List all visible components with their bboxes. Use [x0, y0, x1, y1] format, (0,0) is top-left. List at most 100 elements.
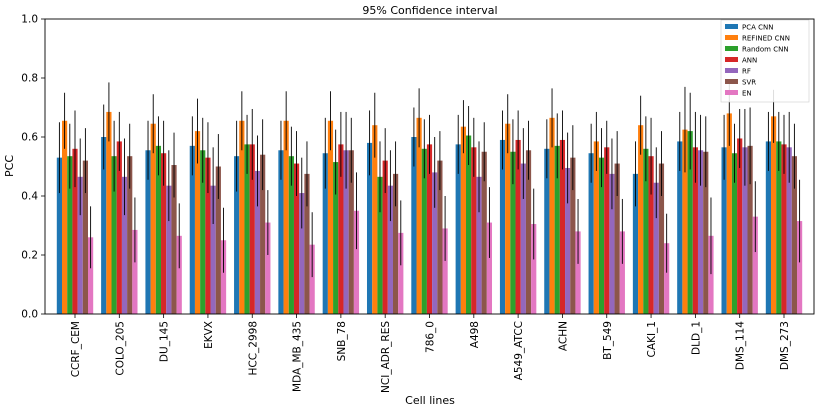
bar — [697, 150, 704, 314]
bar — [155, 145, 162, 314]
legend-label: PCA CNN — [742, 24, 773, 32]
x-tick-label: MDA_MB_435 — [292, 321, 304, 392]
bar — [309, 244, 315, 314]
bar — [619, 231, 625, 314]
bar — [194, 131, 201, 314]
bar — [338, 144, 344, 314]
bar — [570, 157, 576, 314]
bar — [392, 173, 399, 314]
bar — [293, 163, 300, 314]
bar — [200, 150, 206, 314]
bar — [150, 123, 156, 314]
bar — [426, 144, 433, 314]
bar — [387, 185, 393, 314]
bar — [520, 163, 526, 314]
bar — [499, 139, 506, 314]
bar — [82, 160, 88, 314]
bar — [549, 117, 555, 314]
x-tick-label: DLD_1 — [690, 321, 702, 355]
legend-label: RF — [742, 68, 751, 76]
x-tick-label: CAKI_1 — [646, 321, 658, 357]
y-tick-label: 1.0 — [21, 14, 38, 26]
legend-label: EN — [742, 90, 752, 98]
bar — [56, 157, 62, 314]
bar — [708, 235, 714, 314]
y-tick-label: 0.8 — [21, 73, 38, 85]
bar — [515, 139, 521, 314]
bar — [249, 144, 255, 314]
bar — [176, 235, 182, 314]
bar — [609, 173, 615, 314]
bar — [471, 147, 477, 314]
bar — [598, 157, 605, 314]
bar — [215, 166, 221, 314]
y-axis-label: PCC — [3, 155, 16, 177]
bar — [765, 141, 771, 314]
legend-swatch — [725, 57, 738, 62]
x-tick-label: 786_0 — [425, 321, 437, 353]
x-tick-label: NCI_ADR_RES — [380, 321, 392, 393]
bar — [353, 210, 360, 314]
bar — [481, 151, 487, 314]
bar — [411, 137, 417, 314]
bar — [210, 185, 216, 314]
legend-swatch — [725, 24, 738, 29]
bar — [111, 156, 117, 314]
bar — [531, 224, 537, 314]
bar — [62, 120, 68, 315]
plot-area: 0.0 0.2 0.4 0.6 0.8 1.0 CCRF_CEM COLO_205 DU_145… — [21, 14, 803, 393]
bar — [791, 156, 797, 314]
legend: PCA CNN REFINED CNN Random CNN ANN RF SVR EN — [720, 19, 810, 103]
bar — [366, 142, 373, 314]
bar — [638, 125, 644, 314]
legend-swatch — [725, 79, 738, 84]
bar — [372, 125, 378, 314]
bar — [510, 151, 516, 314]
bar — [234, 156, 240, 314]
bar — [588, 153, 594, 314]
bar — [565, 167, 571, 314]
bar — [278, 150, 284, 314]
x-tick-label: DU_145 — [159, 321, 171, 362]
x-tick-label: A498 — [469, 321, 481, 348]
bar — [106, 111, 112, 314]
legend-swatch — [725, 46, 738, 51]
bar — [455, 144, 461, 314]
bar — [343, 150, 349, 314]
bar — [72, 148, 78, 314]
bar — [505, 123, 511, 314]
legend-swatch — [725, 90, 738, 95]
bar — [299, 193, 305, 314]
bar — [466, 135, 472, 314]
legend-label: REFINED CNN — [742, 35, 790, 43]
bar — [127, 156, 133, 314]
bar — [437, 160, 443, 314]
bar — [67, 156, 73, 314]
bar — [161, 153, 167, 314]
bar — [742, 147, 748, 314]
bar — [658, 163, 665, 314]
x-tick-label: ACHN — [557, 321, 569, 351]
bar — [559, 139, 566, 314]
bar — [460, 126, 467, 314]
x-tick-label: EKVX — [203, 321, 215, 349]
y-tick-label: 0.6 — [21, 132, 38, 144]
x-tick-label: HCC_2998 — [247, 321, 259, 376]
bar — [653, 182, 659, 314]
bar — [116, 141, 122, 314]
bar — [575, 231, 581, 314]
x-axis-label: Cell lines — [405, 394, 455, 407]
bar — [442, 228, 448, 314]
bar — [239, 120, 245, 315]
bar — [288, 156, 294, 314]
bar — [747, 145, 753, 314]
bar — [726, 113, 732, 315]
bar — [643, 148, 649, 314]
bar — [220, 240, 227, 314]
bar — [554, 145, 560, 314]
bar — [692, 147, 698, 314]
bar — [416, 117, 422, 314]
bar — [544, 148, 550, 314]
bar — [486, 222, 493, 314]
